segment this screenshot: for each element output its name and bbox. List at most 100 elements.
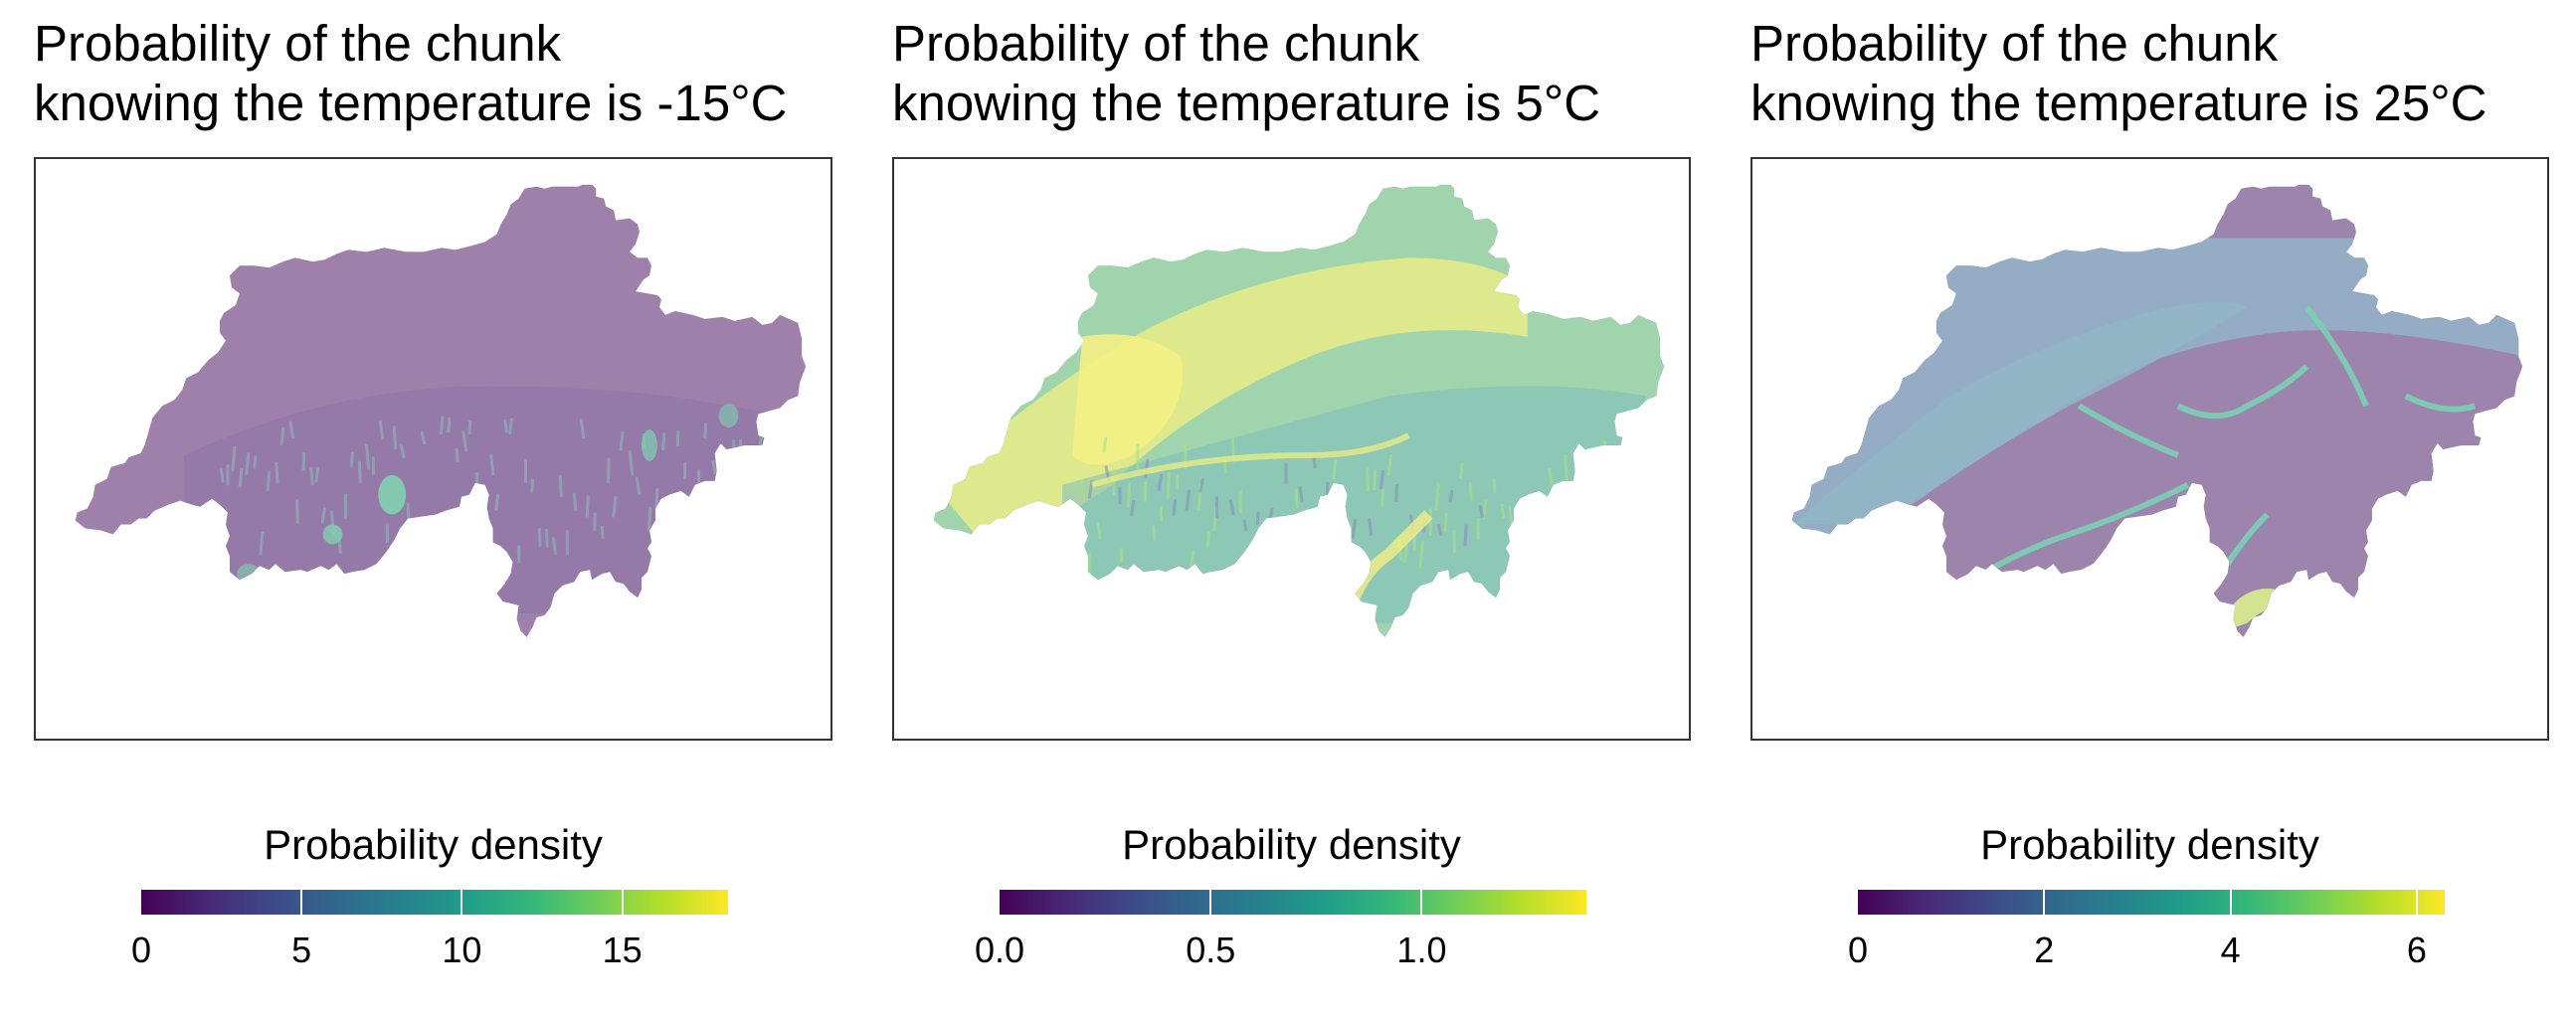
lake-zone [1072, 334, 1183, 465]
ridge-hatch [1379, 469, 1385, 490]
alpine-hatch [1080, 479, 1087, 503]
colorbar [141, 890, 728, 915]
alpine-hatch [1592, 543, 1598, 564]
alpine-hatch [481, 509, 486, 532]
alpine-hatch [507, 418, 514, 435]
alpine-hatch [1358, 550, 1363, 576]
colorbar-tick [2043, 890, 2046, 915]
country-outline [1791, 184, 2523, 638]
colorbar-tick [2229, 890, 2232, 915]
ridge-hatch [1255, 511, 1260, 526]
alpine-hatch [253, 455, 258, 469]
alpine-hatch [447, 417, 452, 433]
alpine-hatch [1262, 531, 1267, 553]
alpine-hatch [585, 495, 590, 518]
tick-label: 10 [442, 930, 482, 970]
alpine-hatch [1252, 548, 1258, 566]
alpine-hatch [1332, 458, 1338, 480]
ridge-hatch [1298, 486, 1304, 503]
alpine-hatch [1278, 537, 1283, 556]
country-outline [75, 184, 807, 638]
colorbar-tick [1420, 890, 1423, 915]
ridge-hatch [1463, 524, 1468, 547]
tick-label: 6 [2406, 930, 2427, 970]
alpine-hatch [420, 430, 427, 445]
alpine-hatch [399, 443, 406, 459]
alpine-hatch [744, 534, 749, 560]
alpine-hatch [766, 486, 773, 503]
ridge-hatch [1368, 518, 1374, 536]
terrain-detail [184, 386, 789, 613]
colorbar-tick [300, 890, 303, 915]
ridge-hatch [1228, 499, 1235, 516]
alpine-hatch [1309, 546, 1314, 563]
map-layers [933, 184, 1665, 638]
alpine-hatch [489, 453, 495, 476]
colorbar-tick [1209, 890, 1212, 915]
alpine-hatch [752, 515, 756, 529]
alpine-hatch [1380, 488, 1385, 507]
alpine-hatch [1403, 545, 1408, 563]
ridge-hatch [1242, 519, 1248, 532]
river-valley [2225, 512, 2270, 566]
alpine-hatch [1640, 487, 1646, 509]
alpine-hatch [219, 467, 225, 483]
alpine-hatch [646, 506, 652, 532]
legend-title: Probability density [1980, 821, 2319, 868]
alpine-hatch [503, 419, 509, 433]
ridge-hatch [1448, 489, 1454, 503]
alpine-hatch [231, 445, 237, 472]
alpine-hatch [1166, 472, 1172, 499]
alpine-hatch [1096, 521, 1102, 540]
alpine-hatch [558, 474, 563, 498]
highlight-peak [718, 404, 739, 428]
ridge-hatch [1198, 477, 1204, 493]
alpine-hatch [314, 466, 320, 483]
alpine-hatch [439, 416, 445, 435]
alpine-hatch [1468, 481, 1474, 501]
ticino-valley [1343, 510, 1433, 615]
alpine-hatch [661, 432, 666, 451]
tick-label: 5 [291, 930, 312, 970]
tick-label: 15 [602, 930, 643, 970]
ridge-hatch [1339, 517, 1344, 538]
colorbar [1000, 890, 1586, 915]
alpine-hatch [301, 451, 306, 471]
highlight-peak [236, 564, 261, 585]
alpine-zone [184, 386, 789, 613]
alpine-hatch [1570, 507, 1575, 530]
legend-title: Probability density [1122, 821, 1461, 868]
alpine-hatch [432, 520, 438, 540]
alpine-hatch [1302, 554, 1307, 571]
alpine-hatch [245, 452, 251, 475]
river-valley [2176, 364, 2309, 420]
alpine-hatch [467, 420, 472, 434]
alpine-hatch [1318, 514, 1323, 542]
alpine-hatch [266, 471, 272, 492]
alpine-hatch [1443, 512, 1448, 533]
alpine-hatch [1540, 555, 1546, 578]
alpine-hatch [1608, 485, 1614, 500]
title-line-1: Probability of the chunk [34, 15, 562, 72]
alpine-hatch [1126, 482, 1132, 509]
highlight-peak [322, 524, 343, 545]
tick-label: 0 [1847, 930, 1869, 970]
ridge-hatch [1478, 504, 1485, 518]
alpine-hatch [364, 443, 371, 470]
alpine-hatch [1515, 533, 1520, 557]
alpine-hatch [731, 439, 737, 459]
title-line-2: knowing the temperature is -15°C [34, 75, 788, 131]
alpine-hatch [1434, 482, 1440, 510]
alpine-hatch [1564, 453, 1568, 481]
alpine-hatch [349, 451, 354, 467]
alpine-hatch [411, 524, 417, 548]
panel-minus15: Probability of the chunk knowing the tem… [34, 0, 889, 1016]
alpine-hatch [1532, 507, 1538, 531]
alpine-hatch [711, 460, 717, 475]
alpine-hatch [1152, 525, 1157, 541]
alpine-hatch [406, 502, 411, 524]
alpine-hatch [544, 529, 549, 548]
ridge-hatch [1312, 456, 1317, 469]
alpine-hatch [718, 505, 723, 532]
alpine-hatch [238, 467, 244, 488]
